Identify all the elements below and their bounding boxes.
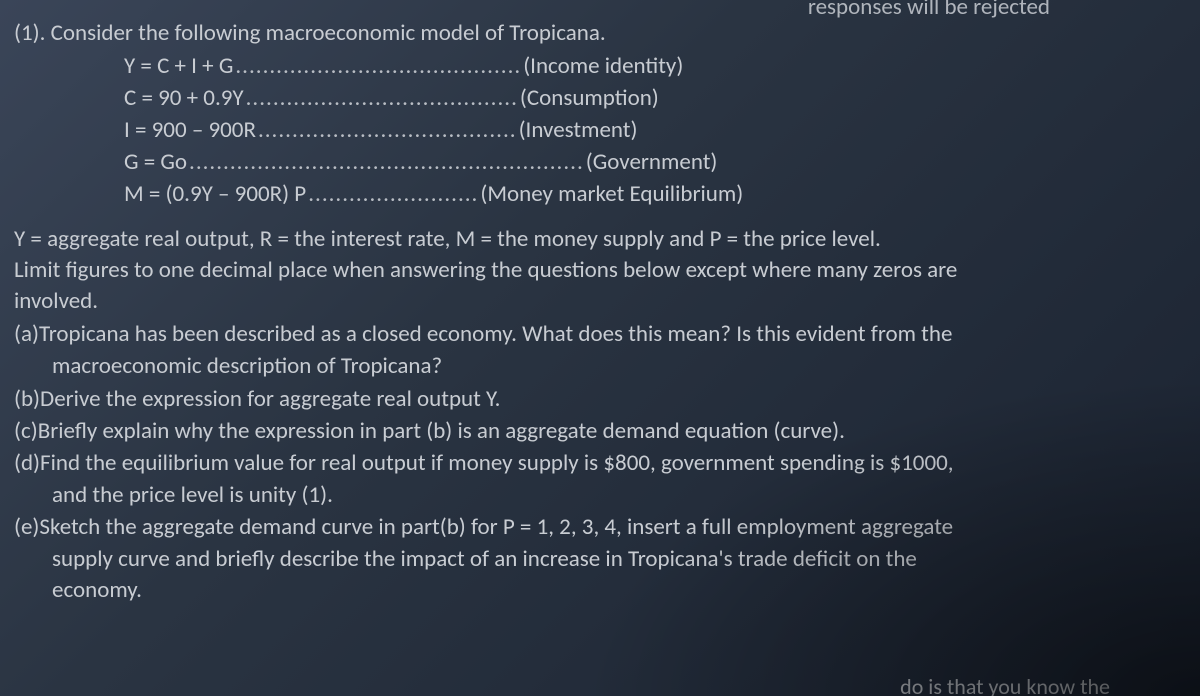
part-d-cont: and the price level is unity (1).: [52, 480, 1186, 511]
vardefs-line: Y = aggregate real output, R = the inter…: [14, 224, 1186, 255]
part-tag: (c): [14, 416, 38, 447]
part-e: (e) Sketch the aggregate demand curve in…: [14, 512, 1186, 543]
equation-lhs: I = 900 – 900R: [124, 115, 256, 146]
part-tag: (a): [14, 319, 39, 350]
part-d: (d) Find the equilibrium value for real …: [14, 448, 1186, 479]
part-c: (c) Briefly explain why the expression i…: [14, 416, 1186, 447]
equations-block: Y = C + I + G ..........................…: [124, 51, 1186, 210]
leader-dots: ........................................: [246, 83, 518, 114]
part-text: Derive the expression for aggregate real…: [40, 384, 1186, 415]
equation-row: G = Go .................................…: [124, 147, 1186, 178]
page-cutoff-top: responses will be rejected: [808, 0, 1050, 23]
equation-label: (Income identity): [523, 51, 683, 82]
equation-lhs: M = (0.9Y – 900R) P: [124, 179, 306, 210]
equation-label: (Investment): [519, 115, 638, 146]
leader-dots: .........................: [308, 179, 478, 210]
equation-row: Y = C + I + G ..........................…: [124, 51, 1186, 82]
equation-label: (Consumption): [520, 83, 659, 114]
part-tag: (b): [14, 384, 40, 415]
part-e-cont: supply curve and briefly describe the im…: [52, 544, 1186, 575]
question-number: (1).: [14, 19, 51, 47]
leader-dots: ........................................…: [235, 51, 521, 82]
equation-row: I = 900 – 900R .........................…: [124, 115, 1186, 146]
part-text: Sketch the aggregate demand curve in par…: [39, 512, 1186, 543]
part-tag: (d): [14, 448, 40, 479]
equation-lhs: Y = C + I + G: [124, 51, 233, 82]
equation-lhs: C = 90 + 0.9Y: [124, 83, 244, 114]
intro-text: Consider the following macroeconomic mod…: [51, 19, 606, 47]
part-a: (a) Tropicana has been described as a cl…: [14, 319, 1186, 350]
vardefs-line: Limit figures to one decimal place when …: [14, 255, 1186, 286]
part-e-cont: economy.: [52, 575, 1186, 606]
page-cutoff-bottom: do is that you know the: [900, 672, 1110, 696]
equation-row: M = (0.9Y – 900R) P ....................…: [124, 179, 1186, 210]
equation-row: C = 90 + 0.9Y ..........................…: [124, 83, 1186, 114]
leader-dots: ........................................…: [189, 147, 584, 178]
equation-label: (Government): [586, 147, 718, 178]
equation-lhs: G = Go: [124, 147, 187, 178]
part-text: Briefly explain why the expression in pa…: [38, 416, 1186, 447]
part-tag: (e): [14, 512, 39, 543]
part-a-cont: macroeconomic description of Tropicana?: [52, 351, 1186, 382]
equation-label: (Money market Equilibrium): [480, 179, 743, 210]
part-text: Tropicana has been described as a closed…: [39, 319, 1186, 350]
part-b: (b) Derive the expression for aggregate …: [14, 384, 1186, 415]
leader-dots: ......................................: [258, 115, 517, 146]
variable-definitions: Y = aggregate real output, R = the inter…: [14, 224, 1186, 317]
vardefs-line: involved.: [14, 286, 1186, 317]
part-text: Find the equilibrium value for real outp…: [40, 448, 1186, 479]
